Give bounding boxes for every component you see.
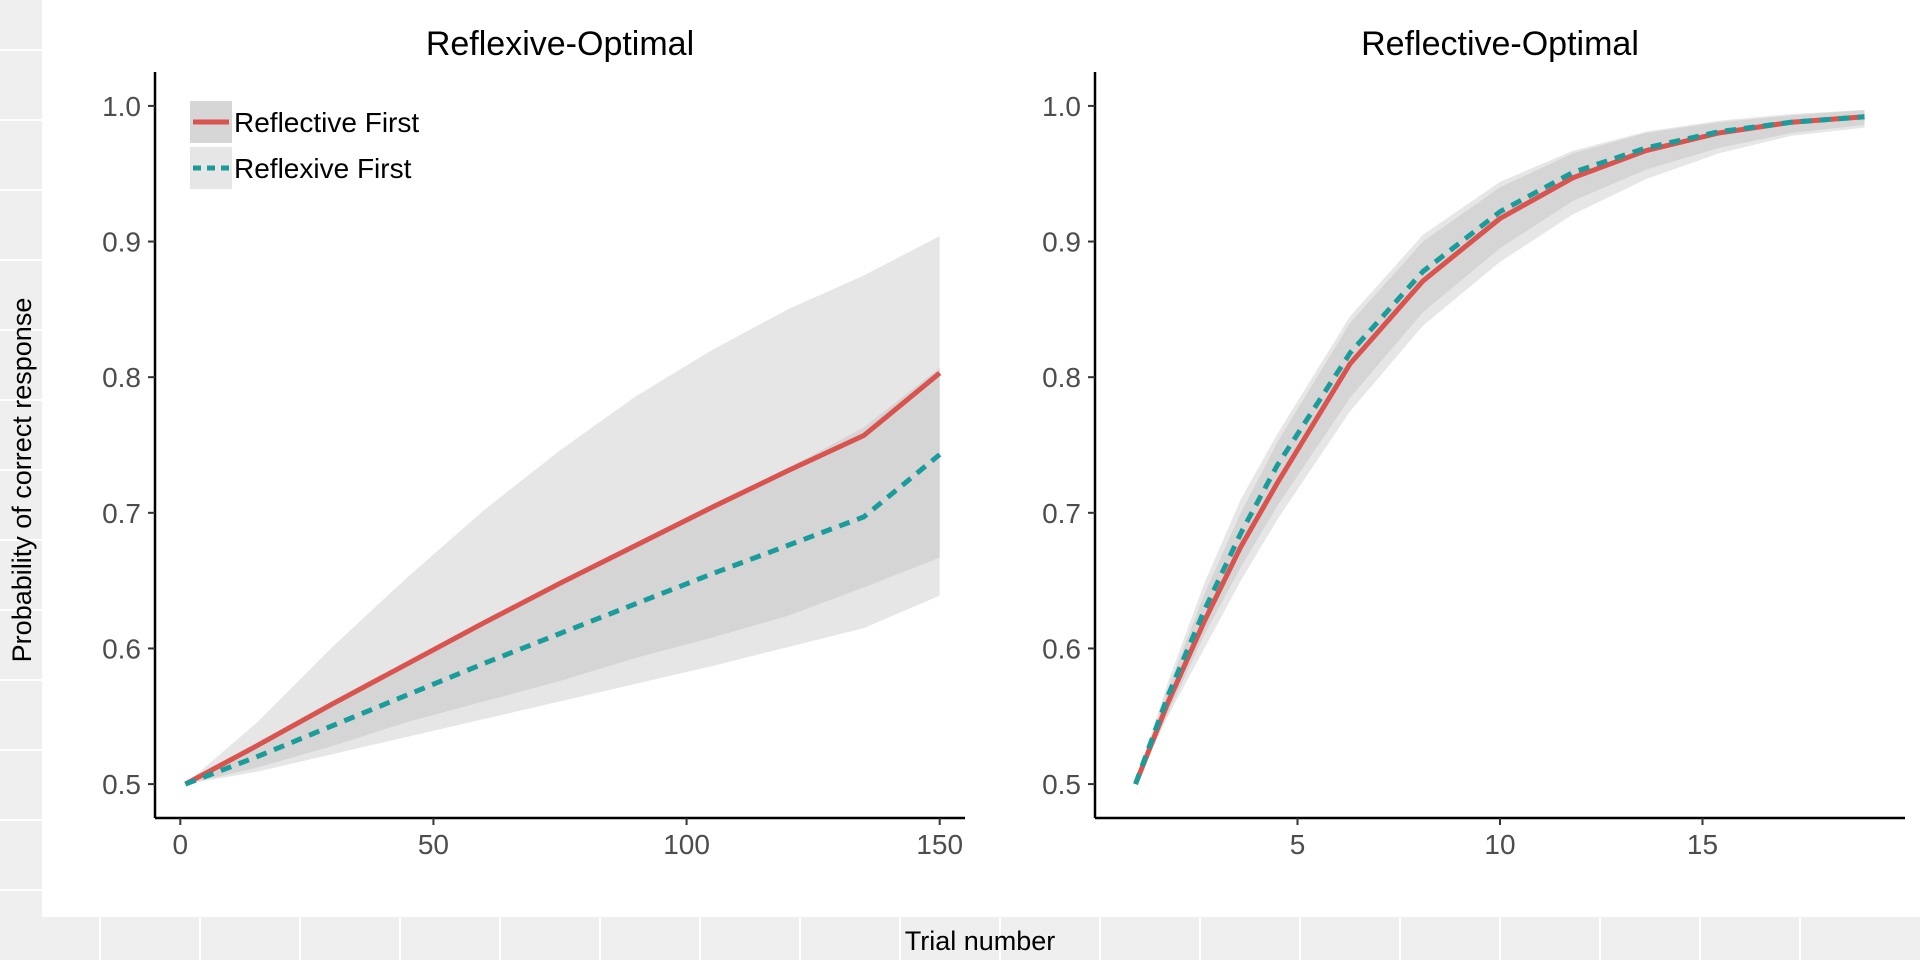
panel-reflexive-optimal: Reflexive-Optimal 0.5 0.6 0.7 0.8 0.9 1.0 0 50 10…	[102, 25, 965, 860]
y-tick-label: 0.7	[1042, 498, 1081, 529]
y-tick-label: 0.8	[1042, 362, 1081, 393]
ribbon-reflexive-first	[1135, 110, 1865, 785]
x-tick-label: 50	[418, 829, 449, 860]
ribbon-reflective-first	[1135, 110, 1865, 785]
x-tick-label: 150	[916, 829, 963, 860]
legend-label-reflexive-first: Reflexive First	[234, 153, 412, 184]
x-axis-label: Trial number	[905, 926, 1056, 956]
y-tick-label: 1.0	[1042, 91, 1081, 122]
y-tick-label: 0.9	[1042, 227, 1081, 258]
panel-reflective-optimal: Reflective-Optimal 0.5 0.6 0.7 0.8 0.9 1.0 5 10 1…	[1042, 25, 1905, 860]
legend: Reflective First Reflexive First	[190, 101, 419, 189]
x-tick-label: 10	[1484, 829, 1515, 860]
series-line-reflective-first	[1133, 114, 1865, 786]
x-tick-label: 100	[663, 829, 710, 860]
y-tick-label: 0.6	[1042, 633, 1081, 664]
y-tick-label: 0.5	[1042, 769, 1081, 800]
x-tick-label: 15	[1687, 829, 1718, 860]
series-line-reflexive-first	[184, 452, 942, 787]
y-tick-label: 0.5	[102, 769, 141, 800]
y-tick-label: 0.9	[102, 227, 141, 258]
y-tick-label: 1.0	[102, 91, 141, 122]
panel-title: Reflective-Optimal	[1361, 25, 1639, 63]
ribbon-reflexive-first	[185, 236, 940, 785]
y-tick-label: 0.8	[102, 362, 141, 393]
series-line-reflective-first	[184, 371, 942, 787]
series-line-reflexive-first	[1133, 114, 1865, 785]
y-tick-label: 0.7	[102, 498, 141, 529]
y-tick-label: 0.6	[102, 633, 141, 664]
plot-area-background	[42, 0, 1920, 917]
legend-label-reflective-first: Reflective First	[234, 107, 419, 138]
panel-title: Reflexive-Optimal	[426, 25, 694, 63]
x-tick-label: 0	[173, 829, 189, 860]
frame-grid	[0, 49, 1801, 960]
y-axis-label: Probability of correct response	[7, 298, 37, 663]
ribbon-reflective-first	[185, 367, 940, 785]
x-tick-label: 5	[1290, 829, 1306, 860]
